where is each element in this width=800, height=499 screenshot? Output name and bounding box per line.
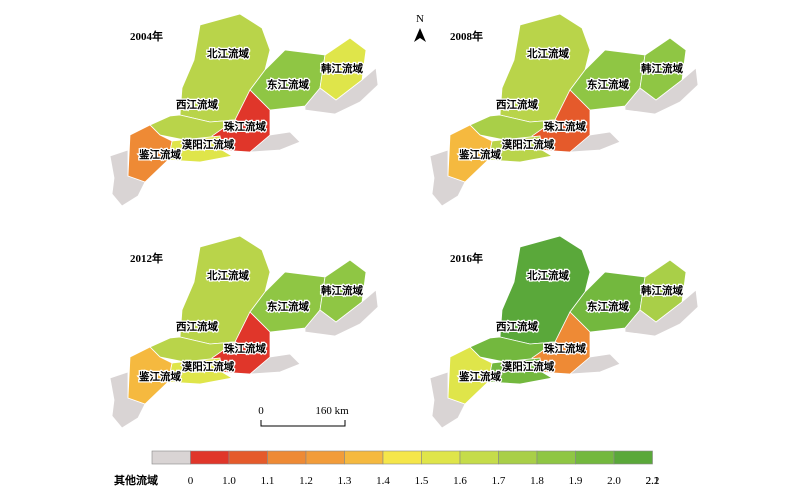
panel-year: 2016年 — [450, 251, 483, 265]
legend-swatch — [421, 450, 461, 465]
basin-region — [319, 37, 367, 101]
basin-label: 西江流域 — [496, 98, 538, 111]
legend-swatch — [151, 450, 191, 465]
basin-label: 北江流域 — [527, 269, 569, 282]
scale-line — [260, 420, 346, 427]
basin-region — [127, 124, 173, 183]
basin-label: 韩江流域 — [321, 284, 363, 297]
legend-label: 2.2 — [646, 475, 660, 487]
north-arrow-icon — [414, 28, 426, 42]
basin-label: 北江流域 — [207, 47, 249, 60]
legend-swatch — [190, 450, 230, 465]
basin-label: 西江流域 — [176, 320, 218, 333]
basin-label: 漠阳江流域 — [502, 360, 555, 373]
legend-swatch — [459, 450, 499, 465]
basin-region — [447, 124, 493, 183]
basin-region — [127, 346, 173, 405]
other-basin — [109, 371, 146, 429]
basin-label: 北江流域 — [207, 269, 249, 282]
legend-label: 1.4 — [376, 475, 390, 487]
basin-label: 漠阳江流域 — [502, 138, 555, 151]
basin-label: 漠阳江流域 — [182, 360, 235, 373]
basin-label: 韩江流域 — [321, 62, 363, 75]
basin-label: 北江流域 — [527, 47, 569, 60]
basin-label: 东江流域 — [267, 78, 309, 91]
legend-swatch — [344, 450, 384, 465]
basin-label: 珠江流域 — [224, 120, 266, 133]
north-label: N — [416, 13, 424, 25]
basin-label: 鉴江流域 — [458, 370, 501, 383]
basin-region — [639, 259, 687, 323]
basin-label: 西江流域 — [496, 320, 538, 333]
legend-label: 1.1 — [261, 475, 275, 487]
legend-label: 1.7 — [492, 475, 506, 487]
legend-label: 0 — [188, 475, 194, 487]
legend-swatch — [575, 450, 615, 465]
basin-region — [639, 37, 687, 101]
basin-region — [211, 89, 271, 153]
basin-label: 鉴江流域 — [458, 148, 501, 161]
other-basin — [429, 371, 466, 429]
legend-label: 1.6 — [453, 475, 467, 487]
basin-label: 东江流域 — [587, 300, 629, 313]
panel-year: 2008年 — [450, 29, 483, 43]
basin-region — [531, 89, 591, 153]
basin-label: 东江流域 — [267, 300, 309, 313]
panel-year: 2012年 — [130, 251, 163, 265]
basin-label: 漠阳江流域 — [182, 138, 235, 151]
legend-label: 1.2 — [299, 475, 313, 487]
basin-label: 珠江流域 — [224, 342, 266, 355]
legend-label: 1.0 — [222, 475, 236, 487]
basin-label: 珠江流域 — [544, 120, 586, 133]
legend-swatch — [498, 450, 538, 465]
basin-label: 韩江流域 — [641, 62, 683, 75]
basin-region — [531, 311, 591, 375]
scale-bar: 0 160 km — [258, 405, 349, 427]
legend-swatch — [613, 450, 653, 465]
basin-region — [319, 259, 367, 323]
north-arrow: N — [414, 13, 426, 42]
basin-label: 东江流域 — [587, 78, 629, 91]
basin-region — [447, 346, 493, 405]
panel-year: 2004年 — [130, 29, 163, 43]
scale-start: 0 — [258, 405, 264, 417]
legend-swatch — [382, 450, 422, 465]
basin-region — [211, 311, 271, 375]
legend-swatch — [228, 450, 268, 465]
legend-swatch — [267, 450, 307, 465]
basin-label: 珠江流域 — [544, 342, 586, 355]
other-basin — [109, 149, 146, 207]
basin-label: 鉴江流域 — [138, 370, 181, 383]
basin-label: 鉴江流域 — [138, 148, 181, 161]
legend-swatch — [536, 450, 576, 465]
legend-label: 1.9 — [569, 475, 583, 487]
other-basin — [429, 149, 466, 207]
legend-title: 其他流域 — [114, 473, 158, 487]
scale-end: 160 km — [315, 405, 349, 417]
legend-label: 1.8 — [530, 475, 544, 487]
legend-swatch — [305, 450, 345, 465]
basin-label: 韩江流域 — [641, 284, 683, 297]
legend-label: 2.1 — [646, 475, 660, 487]
legend-label: 2.0 — [607, 475, 621, 487]
basin-label: 西江流域 — [176, 98, 218, 111]
legend-label: 1.5 — [415, 475, 429, 487]
legend-label: 1.3 — [338, 475, 352, 487]
